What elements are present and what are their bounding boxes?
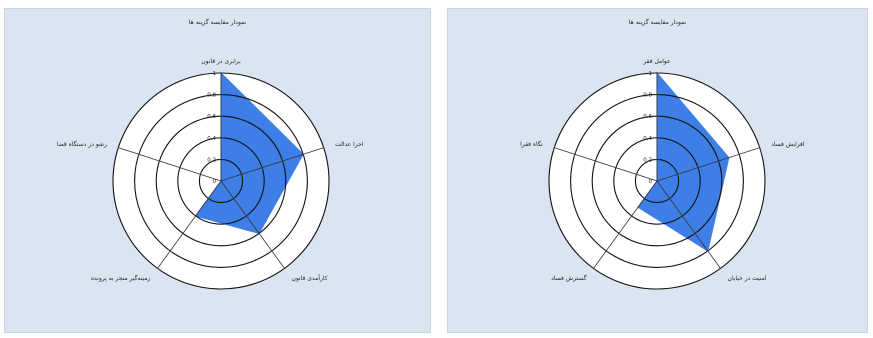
axis-spoke [220,180,285,269]
radial-tick-label: 1 [649,71,653,77]
spoke-tick [117,144,120,151]
spoke-tick [231,196,237,201]
axis-label: رشو در دستگاه قضا [57,140,107,148]
spoke-tick [679,213,686,218]
axis-label: عوامل فقر [642,58,670,65]
spoke-tick [243,213,250,218]
spoke-tick [635,171,638,178]
radial-tick-label: 0.8 [207,93,216,99]
spoke-tick [301,151,305,158]
spoke-tick [154,266,161,271]
axis-spoke [554,147,658,182]
spoke-tick [614,164,618,171]
radar-plot: 0 0.2 0.4 0.6 0.8 1 عوامل فقر افزایش فساد امنیت … [520,58,805,290]
axis-label: کارآمدی قانون [292,273,328,282]
spoke-tick [641,196,647,201]
axis-spoke [220,147,324,182]
chart-title: نمودار مقایسه گزینه ها [188,19,247,26]
axis-label: امنیت در خیابان [728,275,767,282]
spoke-tick [573,151,577,158]
spoke-tick [281,158,284,164]
spoke-tick [178,164,182,171]
radial-tick-label: 0 [649,179,653,185]
axis-label: افزایش فساد [771,141,805,148]
spoke-tick [616,231,622,236]
spoke-tick [256,231,262,236]
radar-plot: 0 0.2 0.4 0.6 0.8 1 برابری در قانون اجرا عدالت ک… [57,58,364,290]
spoke-tick [676,171,679,178]
axis-label: اجرا عدالت [335,141,364,148]
spoke-tick [628,213,635,218]
radial-tick-label: 0.2 [643,157,652,163]
radial-tick-label: 0.2 [207,157,216,163]
radial-tick-label: 0.6 [207,114,216,120]
axis-spoke [118,147,222,182]
spoke-tick [205,196,211,201]
spoke-tick [260,164,264,171]
spoke-tick [281,266,288,271]
radial-tick-label: 0.4 [643,136,652,142]
spoke-tick [717,266,724,271]
radial-tick-label: 1 [213,71,217,77]
axis-spoke [157,180,222,269]
radial-tick-label: 0.4 [207,136,216,142]
spoke-tick [158,158,161,164]
spoke-tick [192,213,199,218]
axis-spoke [593,180,658,269]
axis-label: زمینه‌گیر منجر به پرونده [91,274,151,282]
spoke-tick [137,151,141,158]
radar-chart-right: نمودار مقایسه گزینه ها 0 0.2 0.4 0.6 0.8 1 عوا… [447,8,868,333]
spoke-tick [269,248,275,253]
axis-spoke [656,180,721,269]
spoke-tick [167,248,173,253]
spoke-tick [696,164,700,171]
spoke-tick [199,171,202,178]
axis-label: نگاه فقرا [520,140,543,148]
axis-label: گسترش فساد [551,274,586,282]
spoke-tick [594,158,597,164]
chart-title: نمودار مقایسه گزینه ها [628,19,687,26]
radial-tick-label: 0.6 [643,114,652,120]
radial-tick-label: 0.8 [643,93,652,99]
radial-tick-label: 0 [213,179,217,185]
spoke-tick [717,158,720,164]
spoke-tick [667,196,673,201]
axis-label: برابری در قانون [201,58,241,65]
spoke-tick [240,171,243,178]
spoke-tick [553,144,556,151]
spoke-tick [758,144,761,151]
radar-chart-left: نمودار مقایسه گزینه ها 0 0.2 0.4 0.6 0.8 1 برا… [4,8,431,333]
spoke-tick [322,144,325,151]
axis-spoke [656,147,760,182]
spoke-tick [692,231,698,236]
spoke-tick [737,151,741,158]
spoke-tick [603,248,609,253]
spoke-tick [705,248,711,253]
spoke-tick [590,266,597,271]
spoke-tick [180,231,186,236]
